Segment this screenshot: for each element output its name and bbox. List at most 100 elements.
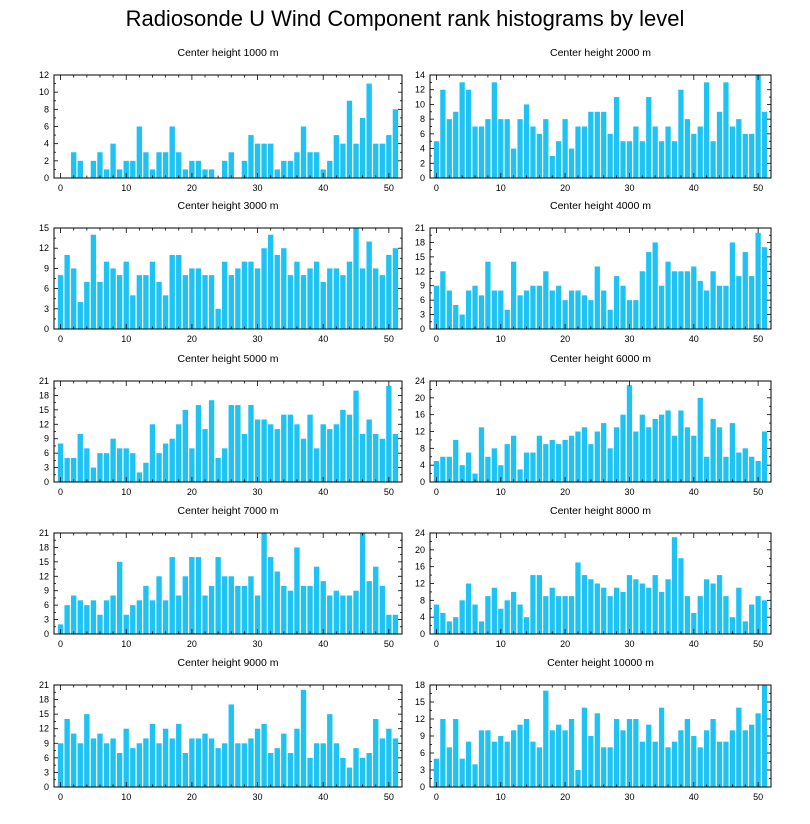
- histogram-bar: [742, 133, 748, 178]
- histogram-bar: [162, 152, 169, 178]
- histogram-bar: [594, 431, 600, 482]
- histogram-bar: [626, 300, 633, 329]
- histogram-bar: [123, 614, 129, 634]
- y-tick-label: 15: [415, 252, 425, 262]
- histogram-bar: [440, 456, 446, 482]
- histogram-bar: [749, 276, 755, 329]
- y-tick-label: 0: [44, 173, 49, 183]
- histogram-bar: [530, 452, 536, 482]
- x-tick-label: 30: [624, 487, 634, 497]
- y-tick-label: 12: [39, 70, 49, 80]
- histogram-bar: [543, 690, 549, 787]
- histogram-bar: [742, 730, 748, 787]
- histogram-bar: [607, 596, 613, 635]
- x-tick-label: 50: [753, 639, 763, 649]
- histogram-bar: [71, 152, 77, 178]
- histogram-bar: [704, 579, 710, 634]
- histogram-bar: [723, 82, 729, 178]
- histogram-bar: [149, 723, 156, 787]
- histogram-bar: [366, 83, 372, 178]
- histogram-bar: [498, 608, 504, 634]
- histogram-bar: [208, 169, 215, 178]
- y-tick-label: 15: [39, 709, 49, 719]
- histogram-bar: [761, 111, 768, 178]
- histogram-bar: [353, 390, 359, 482]
- histogram-bar: [485, 261, 491, 329]
- y-tick-label: 6: [420, 295, 425, 305]
- histogram-bar: [594, 713, 600, 787]
- histogram-bar: [300, 689, 307, 787]
- x-tick-label: 50: [384, 334, 394, 344]
- histogram-bar: [208, 275, 215, 329]
- histogram-bar: [517, 119, 523, 178]
- histogram-bar: [71, 268, 77, 329]
- y-tick-label: 12: [39, 724, 49, 734]
- histogram-bar: [749, 456, 755, 482]
- histogram-bar: [136, 275, 143, 329]
- histogram-bar: [340, 409, 346, 482]
- histogram-bar: [761, 600, 768, 634]
- histogram-bar: [359, 268, 366, 329]
- histogram-bar: [588, 300, 594, 329]
- y-tick-label: 6: [44, 600, 49, 610]
- y-tick-label: 9: [420, 731, 425, 741]
- histogram-bar: [620, 414, 626, 482]
- histogram-bar: [511, 730, 517, 787]
- histogram-bar: [130, 453, 136, 482]
- y-tick-label: 18: [39, 390, 49, 400]
- histogram-bar: [195, 160, 202, 178]
- histogram-bar: [294, 152, 300, 178]
- y-tick-label: 15: [39, 223, 49, 233]
- histogram-bar: [626, 385, 633, 482]
- histogram-bar: [373, 268, 379, 329]
- histogram-bar: [607, 448, 613, 482]
- histogram-bar: [77, 160, 83, 178]
- histogram-bar: [386, 614, 392, 634]
- histogram-bar: [359, 533, 366, 634]
- histogram-bar: [346, 414, 353, 482]
- histogram-bar: [536, 575, 543, 634]
- x-tick-label: 50: [753, 792, 763, 802]
- y-tick-label: 3: [44, 304, 49, 314]
- y-tick-label: 6: [44, 753, 49, 763]
- histogram-bar: [353, 748, 359, 787]
- panel-title: Center height 1000 m: [178, 47, 279, 59]
- histogram-bar: [626, 141, 633, 178]
- histogram-bar: [594, 266, 600, 329]
- histogram-bar: [581, 707, 588, 787]
- x-tick-label: 20: [560, 487, 570, 497]
- histogram-bar: [90, 467, 97, 482]
- histogram-bar: [274, 571, 280, 634]
- panel-title: Center height 7000 m: [178, 505, 279, 517]
- histogram-bar: [176, 723, 182, 787]
- y-tick-label: 10: [415, 99, 425, 109]
- histogram-bar: [697, 397, 703, 482]
- x-tick-label: 30: [624, 183, 634, 193]
- histogram-bar: [729, 730, 736, 787]
- histogram-bar: [433, 604, 440, 634]
- histogram-bar: [392, 248, 399, 329]
- histogram-bar: [446, 621, 452, 635]
- histogram-bar: [241, 585, 248, 634]
- histogram-bar: [652, 126, 658, 178]
- histogram-bar: [97, 453, 103, 482]
- histogram-bar: [658, 707, 665, 787]
- y-tick-label: 3: [420, 765, 425, 775]
- x-tick-label: 0: [434, 334, 439, 344]
- panel-title: Center height 6000 m: [550, 353, 651, 365]
- x-tick-label: 50: [753, 334, 763, 344]
- histogram-bar: [366, 581, 372, 634]
- x-tick-label: 50: [384, 487, 394, 497]
- x-tick-label: 50: [753, 183, 763, 193]
- histogram-bar: [755, 460, 761, 482]
- histogram-bar: [536, 747, 543, 787]
- histogram-bar: [103, 169, 110, 178]
- histogram-bar: [103, 453, 110, 482]
- x-tick-label: 20: [187, 183, 197, 193]
- histogram-bar: [491, 741, 497, 787]
- histogram-bar: [64, 719, 70, 787]
- histogram-bar: [189, 738, 195, 787]
- histogram-bar: [671, 141, 678, 178]
- histogram-bar: [57, 443, 64, 482]
